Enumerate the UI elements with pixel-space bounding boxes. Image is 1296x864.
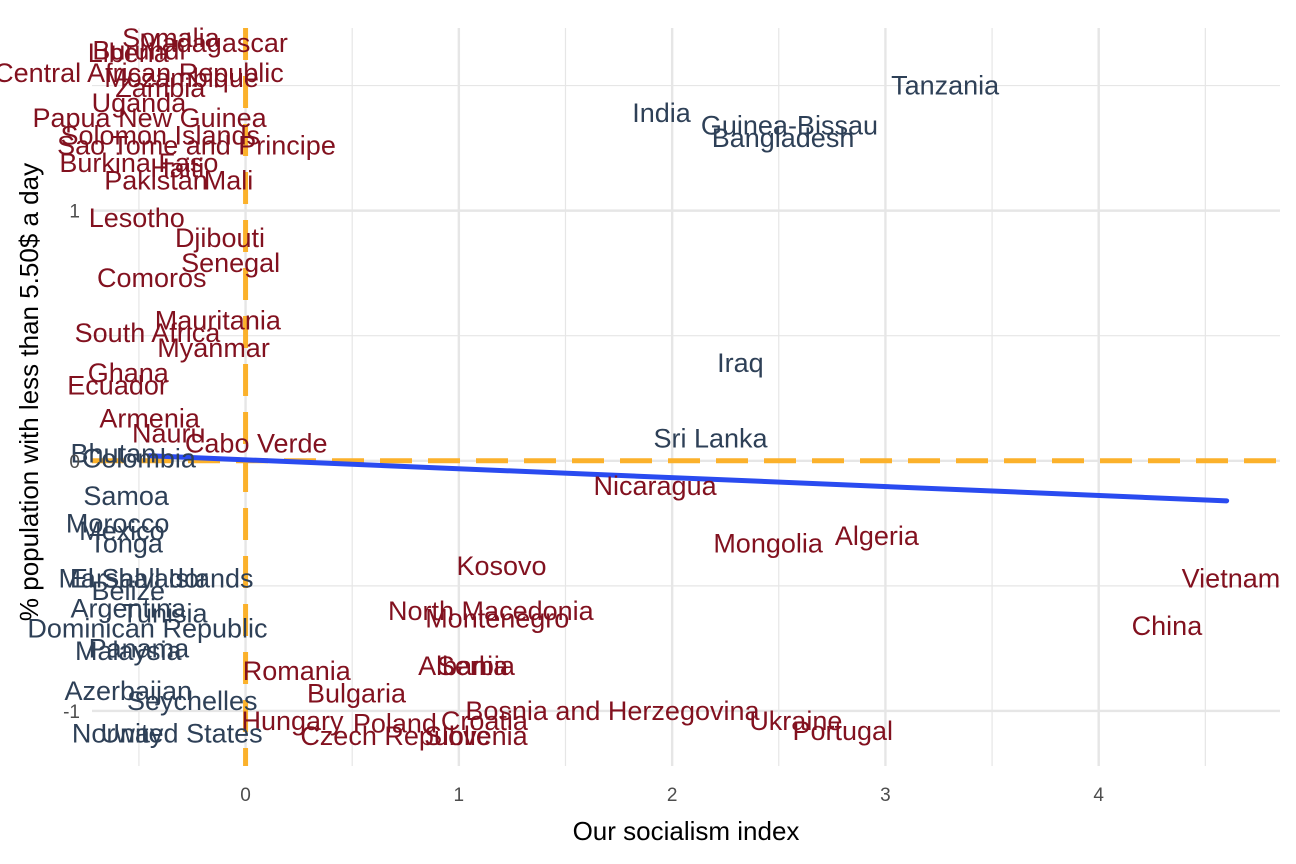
point-label: Serbia: [437, 651, 516, 681]
point-label: Slovenia: [424, 721, 529, 751]
point-label: Malaysia: [75, 636, 183, 666]
x-tick-label: 3: [880, 785, 891, 806]
point-label: Hungary: [241, 706, 344, 736]
point-label: Bulgaria: [307, 678, 407, 708]
point-label: Morocco: [66, 508, 170, 538]
point-label: Mongolia: [713, 528, 824, 558]
point-label: Bhutan: [71, 438, 157, 468]
point-label: United States: [101, 718, 263, 748]
point-label: Croatia: [441, 706, 529, 736]
point-label: Colombia: [82, 443, 197, 473]
x-tick-label: 0: [240, 785, 251, 806]
point-label: Vietnam: [1182, 563, 1281, 593]
point-label: Czech Republic: [300, 721, 489, 751]
point-label: Senegal: [181, 248, 280, 278]
point-label: Haiti: [150, 153, 204, 183]
point-label: Burundi: [92, 36, 185, 66]
point-label: North Macedonia: [388, 596, 595, 626]
axis-ticks: 0 1 2 3 4 -1 0 1: [63, 202, 1104, 806]
point-label: Tonga: [89, 528, 164, 558]
point-label: Madagascar: [139, 28, 288, 58]
point-label: Bangladesh: [712, 123, 855, 153]
y-tick-label: -1: [63, 702, 80, 723]
point-label: Argentina: [70, 593, 187, 623]
point-label: Guinea-Bissau: [701, 111, 878, 141]
point-label: Mauritania: [155, 306, 282, 336]
point-label: Iraq: [717, 348, 764, 378]
point-label: Portugal: [792, 716, 893, 746]
point-label: Algeria: [835, 521, 920, 551]
x-tick-label: 1: [454, 785, 465, 806]
point-label: South Africa: [75, 318, 222, 348]
point-label: Dominican Republic: [27, 613, 267, 643]
point-label: Norway: [72, 718, 164, 748]
point-label: Kosovo: [456, 551, 546, 581]
grid: [92, 28, 1280, 766]
point-label: Papua New Guinea: [33, 103, 268, 133]
point-label: Sri Lanka: [653, 423, 768, 453]
point-label: Poland: [353, 708, 437, 738]
x-tick-label: 2: [667, 785, 678, 806]
point-label: Tunisia: [121, 598, 208, 628]
point-label: Myanmar: [157, 333, 270, 363]
point-label: Pakistan: [104, 166, 208, 196]
point-label: Mozambique: [104, 63, 259, 93]
point-label: Nauru: [132, 418, 206, 448]
point-label: Ghana: [88, 358, 170, 388]
point-label: Panama: [89, 633, 191, 663]
x-axis-title: Our socialism index: [573, 816, 800, 846]
point-label: El Salvador: [70, 563, 208, 593]
point-label: Tanzania: [891, 71, 1000, 101]
point-label: Nicaragua: [594, 471, 718, 501]
point-label: Romania: [243, 656, 352, 686]
point-label: Uganda: [92, 88, 188, 118]
point-label: Ecuador: [67, 371, 168, 401]
point-label: Solomon Islands: [60, 121, 260, 151]
point-label: Somalia: [122, 23, 221, 53]
point-label: Central African Republic: [0, 58, 284, 88]
point-label: Liberia: [88, 38, 170, 68]
trend-line-layer: [147, 453, 1230, 504]
y-tick-label: 0: [69, 452, 80, 473]
point-label: Comoros: [97, 263, 207, 293]
point-label: Sao Tome and Principe: [57, 131, 336, 161]
point-label: Ukraine: [749, 706, 842, 736]
point-label: Mexico: [79, 516, 165, 546]
point-label: China: [1132, 611, 1204, 641]
point-label: Azerbaijan: [64, 676, 192, 706]
point-label: Samoa: [83, 481, 170, 511]
point-label: Armenia: [99, 403, 201, 433]
point-label: India: [632, 98, 692, 128]
point-label: Seychelles: [127, 686, 258, 716]
point-label: Cabo Verde: [185, 428, 328, 458]
trend-line: [147, 453, 1230, 504]
point-label: Djibouti: [175, 223, 265, 253]
point-label: Bosnia and Herzegovina: [465, 696, 760, 726]
point-label: Lesotho: [89, 203, 185, 233]
point-label: Zambia: [115, 73, 206, 103]
point-label: Montenegro: [425, 603, 569, 633]
point-label: Burkina Faso: [59, 148, 218, 178]
point-label: Mali: [204, 166, 254, 196]
point-label: Belize: [91, 576, 165, 606]
y-axis-title: % population with less than 5.50$ a day: [14, 163, 44, 621]
y-tick-label: 1: [69, 202, 80, 223]
point-label: Marshall Islands: [58, 563, 253, 593]
point-label: Albania: [418, 651, 509, 681]
x-tick-label: 4: [1093, 785, 1104, 806]
